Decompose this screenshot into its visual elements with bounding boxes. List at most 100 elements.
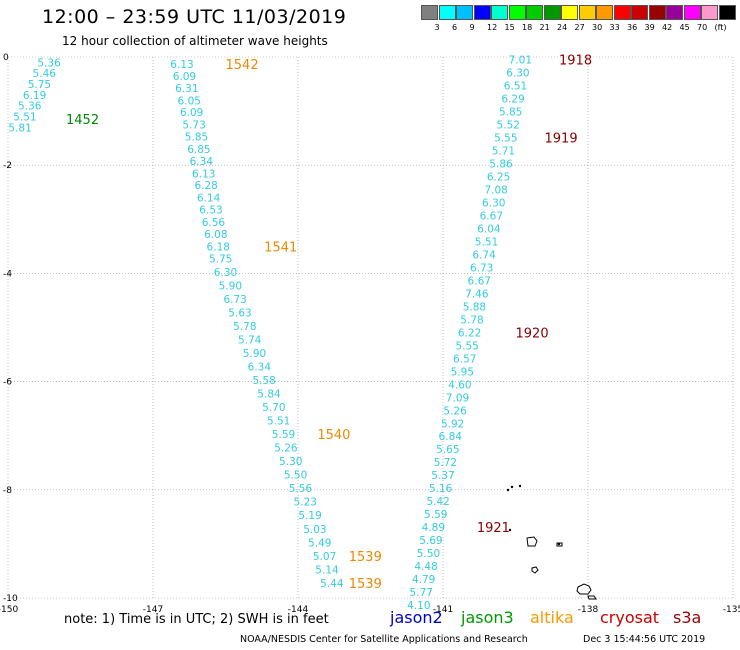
wave-height-value: 4.10 xyxy=(407,600,430,612)
wave-height-value: 5.52 xyxy=(497,120,520,132)
map-grid xyxy=(7,56,734,599)
wave-height-value: 5.59 xyxy=(272,429,295,441)
wave-height-value: 6.05 xyxy=(178,95,201,107)
colorbar-swatch xyxy=(596,5,613,20)
island-outline xyxy=(587,595,597,600)
wave-height-value: 5.63 xyxy=(228,307,251,319)
colorbar-label: 24 xyxy=(557,23,568,32)
colorbar-label: 6 xyxy=(452,23,458,32)
wave-height-value: 5.44 xyxy=(320,578,344,590)
wave-height-value: 5.03 xyxy=(303,524,326,536)
colorbar-swatch xyxy=(666,5,683,20)
colorbar-label: 21 xyxy=(539,23,550,32)
wave-height-value: 5.65 xyxy=(436,444,459,456)
colorbar-swatch xyxy=(613,5,631,20)
wave-height-value: 5.14 xyxy=(315,564,339,576)
wave-height-value: 6.84 xyxy=(439,431,463,443)
wave-height-value: 5.51 xyxy=(267,416,290,428)
wave-height-value: 6.14 xyxy=(197,193,221,205)
colorbar-label: 36 xyxy=(627,23,638,32)
colorbar-label: 70 xyxy=(697,23,708,32)
wave-height-value: 5.26 xyxy=(443,405,467,417)
colorbar-label: 3 xyxy=(434,23,440,32)
wave-height-value: 6.18 xyxy=(207,241,230,253)
colorbar-swatch xyxy=(456,5,473,20)
wave-height-value: 5.85 xyxy=(185,132,208,144)
pass-time-label: 1541 xyxy=(264,240,297,255)
wave-height-value: 6.67 xyxy=(480,211,503,223)
wave-height-value: 6.29 xyxy=(501,94,524,106)
wave-height-value: 6.73 xyxy=(223,294,246,306)
colorbar-label: 12 xyxy=(487,23,498,32)
wave-height-value: 5.78 xyxy=(233,321,256,333)
y-tick-label: -4 xyxy=(3,269,12,279)
wave-height-value: 6.57 xyxy=(453,353,476,365)
wave-height-value: 4.60 xyxy=(448,379,471,391)
wave-height-value: 5.88 xyxy=(463,301,486,313)
satellite-label-altika: altika xyxy=(530,608,574,627)
colorbar-label: (ft) xyxy=(714,23,727,32)
pass-time-label: 1452 xyxy=(66,113,99,128)
wave-height-value: 5.36 xyxy=(37,57,61,69)
island-dot xyxy=(506,488,510,492)
colorbar-swatch xyxy=(683,5,701,20)
wave-height-value: 6.74 xyxy=(472,249,496,261)
wave-height-value: 6.13 xyxy=(170,59,193,71)
colorbar-swatch xyxy=(421,5,438,20)
colorbar-label: 15 xyxy=(504,23,515,32)
wave-height-value: 5.92 xyxy=(441,418,464,430)
island-outline xyxy=(576,583,592,595)
wave-height-value: 5.78 xyxy=(460,314,483,326)
wave-height-value: 5.59 xyxy=(424,509,447,521)
wave-height-value: 4.89 xyxy=(422,522,445,534)
colorbar-label: 30 xyxy=(592,23,603,32)
page-title: 12:00 – 23:59 UTC 11/03/2019 xyxy=(42,6,347,28)
island-outline xyxy=(556,542,563,547)
island-outline xyxy=(526,536,538,547)
colorbar-swatch xyxy=(508,5,526,20)
pass-time-label: 1920 xyxy=(516,326,549,341)
island-outlines xyxy=(506,484,597,600)
wave-height-value: 6.67 xyxy=(468,275,491,287)
wave-height-value: 5.75 xyxy=(28,79,51,91)
wave-height-value: 6.85 xyxy=(187,144,210,156)
colorbar-swatch xyxy=(578,5,596,20)
colorbar-swatch xyxy=(718,5,736,20)
wave-height-value: 6.30 xyxy=(214,267,237,279)
colorbar-swatch xyxy=(543,5,561,20)
colorbar-label: 33 xyxy=(609,23,620,32)
wave-height-value: 7.46 xyxy=(465,288,489,300)
island-dot xyxy=(557,542,561,546)
y-tick-label: -6 xyxy=(3,378,12,388)
wave-height-value: 6.09 xyxy=(180,107,203,119)
wave-height-value: 6.73 xyxy=(470,262,493,274)
wave-height-value: 6.34 xyxy=(248,361,272,373)
y-tick-label: -8 xyxy=(3,486,12,496)
wave-height-value: 5.42 xyxy=(426,496,449,508)
wave-height-value: 6.04 xyxy=(477,223,501,235)
pass-time-label: 1918 xyxy=(559,54,592,69)
wave-height-value: 6.53 xyxy=(199,205,222,217)
wave-height-value: 6.30 xyxy=(482,198,505,210)
wave-height-value: 6.30 xyxy=(506,68,529,80)
wave-height-value: 6.56 xyxy=(202,217,226,229)
wave-height-value: 5.50 xyxy=(417,548,440,560)
wave-height-value: 5.95 xyxy=(451,366,474,378)
colorbar-label: 27 xyxy=(574,23,585,32)
wave-height-value: 5.37 xyxy=(431,470,454,482)
wave-height-value: 5.51 xyxy=(13,112,36,124)
wave-height-value: 5.90 xyxy=(219,280,242,292)
colorbar-label: 42 xyxy=(662,23,673,32)
colorbar-swatch xyxy=(526,5,543,20)
wave-height-value: 5.58 xyxy=(252,375,275,387)
x-tick-label: -141 xyxy=(433,605,453,615)
colorbar-swatch xyxy=(473,5,491,20)
x-tick-label: -150 xyxy=(0,605,18,615)
wave-height-value: 5.26 xyxy=(274,443,298,455)
wave-height-value: 5.30 xyxy=(279,456,302,468)
wave-height-value: 6.31 xyxy=(175,83,198,95)
wave-height-value: 5.19 xyxy=(298,510,321,522)
colorbar-swatch xyxy=(438,5,456,20)
wave-height-value: 6.25 xyxy=(487,172,510,184)
